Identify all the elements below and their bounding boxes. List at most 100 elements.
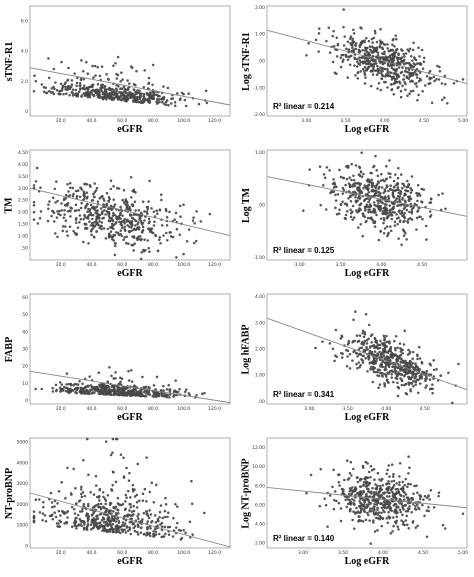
- data-point: [50, 214, 53, 218]
- data-point: [103, 497, 107, 501]
- data-point: [95, 495, 99, 499]
- data-point: [74, 391, 78, 394]
- data-point: [372, 362, 376, 365]
- y-tick-label: 0: [25, 543, 28, 549]
- data-point: [82, 218, 85, 221]
- data-point: [420, 362, 424, 365]
- y-tick-label: 1.00: [255, 373, 265, 379]
- data-point: [371, 486, 374, 490]
- data-point: [382, 354, 386, 357]
- x-tick-label: 4.50: [419, 118, 429, 124]
- data-point: [131, 66, 134, 70]
- data-point: [398, 493, 402, 497]
- data-point: [350, 474, 353, 477]
- data-point: [150, 481, 154, 485]
- data-point: [139, 216, 142, 220]
- data-point: [96, 515, 99, 518]
- data-point: [339, 175, 343, 179]
- data-point: [72, 229, 75, 233]
- data-point: [438, 65, 441, 69]
- data-point: [124, 500, 127, 503]
- data-point: [90, 213, 93, 217]
- data-point: [110, 519, 113, 523]
- data-point: [359, 223, 362, 226]
- data-point: [40, 83, 44, 86]
- data-point: [123, 94, 127, 98]
- data-point: [418, 357, 422, 360]
- data-point: [370, 333, 374, 336]
- data-point: [339, 65, 343, 69]
- data-point: [342, 176, 346, 180]
- data-point: [391, 189, 395, 192]
- data-point: [60, 481, 63, 484]
- data-point: [368, 216, 372, 220]
- data-point: [123, 99, 126, 102]
- data-point: [82, 195, 86, 198]
- data-point: [91, 526, 95, 530]
- data-point: [378, 487, 382, 491]
- data-point: [385, 355, 389, 358]
- data-point: [406, 94, 409, 98]
- data-point: [127, 229, 131, 233]
- data-point: [350, 54, 353, 58]
- data-point: [119, 205, 122, 209]
- data-point: [53, 505, 56, 508]
- data-point: [307, 42, 310, 45]
- data-point: [391, 365, 395, 368]
- data-point: [52, 67, 56, 71]
- data-point: [424, 379, 427, 383]
- data-point: [357, 493, 361, 497]
- data-point: [124, 493, 128, 497]
- data-point: [381, 503, 385, 506]
- data-point: [80, 524, 83, 528]
- data-point: [33, 74, 36, 77]
- data-point: [370, 341, 373, 344]
- data-point: [418, 497, 422, 501]
- x-tick-label: 4.50: [417, 262, 427, 268]
- data-point: [86, 512, 90, 516]
- data-point: [428, 498, 431, 501]
- data-point: [342, 44, 346, 47]
- data-point: [105, 191, 109, 195]
- data-point: [328, 494, 332, 497]
- data-point: [159, 193, 163, 196]
- data-point: [374, 47, 378, 51]
- data-point: [425, 535, 429, 539]
- data-point: [386, 69, 389, 73]
- data-point: [399, 353, 403, 357]
- data-point: [82, 459, 85, 462]
- data-point: [78, 84, 81, 88]
- data-point: [364, 357, 367, 360]
- data-point: [49, 491, 53, 495]
- data-point: [371, 41, 374, 44]
- data-point: [396, 346, 399, 350]
- data-point: [368, 507, 372, 511]
- data-point: [348, 471, 352, 475]
- data-point: [376, 471, 380, 475]
- data-point: [369, 464, 373, 468]
- y-tick-label: 2.00: [255, 347, 265, 353]
- data-point: [176, 92, 179, 95]
- data-point: [208, 212, 212, 216]
- data-point: [158, 510, 162, 514]
- data-point: [377, 201, 380, 205]
- data-point: [92, 207, 96, 211]
- data-point: [146, 514, 150, 518]
- data-point: [115, 437, 119, 441]
- y-tick-label: 2.0: [21, 79, 28, 85]
- data-point: [101, 491, 105, 494]
- plot-frame: [29, 437, 231, 549]
- data-point: [75, 194, 79, 198]
- data-point: [133, 200, 137, 204]
- data-point: [388, 64, 391, 68]
- data-point: [416, 210, 419, 213]
- data-point: [57, 490, 61, 493]
- data-point: [335, 36, 338, 40]
- data-point: [371, 368, 374, 371]
- data-point: [153, 514, 157, 517]
- data-points: [305, 455, 465, 545]
- data-point: [121, 521, 125, 524]
- data-point: [424, 386, 427, 389]
- data-point: [149, 534, 152, 538]
- data-point: [317, 50, 320, 53]
